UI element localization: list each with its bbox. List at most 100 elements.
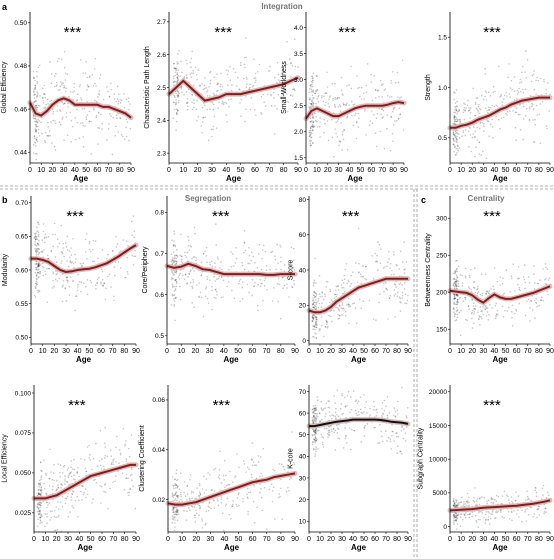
scatter-point <box>342 282 345 284</box>
scatter-point <box>44 96 47 99</box>
scatter-point <box>346 442 348 444</box>
scatter-point <box>456 259 458 262</box>
scatter-point <box>529 108 531 110</box>
section-title-integration: Integration <box>261 2 302 11</box>
scatter-point <box>123 489 126 491</box>
scatter-point <box>316 88 318 91</box>
scatter-point <box>280 72 283 75</box>
scatter-point <box>310 140 313 142</box>
scatter-point <box>340 122 343 124</box>
scatter-point <box>477 526 480 528</box>
scatter-point <box>113 295 115 298</box>
scatter-point <box>287 101 290 103</box>
scatter-point <box>525 50 527 52</box>
scatter-point <box>453 516 456 518</box>
scatter-point <box>201 131 203 134</box>
scatter-point <box>332 414 335 417</box>
scatter-point <box>486 290 488 292</box>
scatter-point <box>253 522 256 524</box>
y-tick-label: 0.100 <box>15 390 32 397</box>
scatter-point <box>70 120 73 122</box>
scatter-point <box>174 519 176 521</box>
scatter-point <box>77 273 79 276</box>
scatter-point <box>174 96 176 99</box>
scatter-point <box>175 254 178 257</box>
scatter-point <box>232 265 235 267</box>
scatter-point <box>104 442 106 445</box>
scatter-point <box>378 107 381 110</box>
significance-stars: *** <box>483 24 501 41</box>
scatter-point <box>44 93 46 96</box>
scatter-point <box>35 235 38 238</box>
scatter-point <box>63 139 65 141</box>
scatter-point <box>209 95 211 97</box>
scatter-point <box>478 103 480 106</box>
scatter-point <box>112 116 114 119</box>
scatter-point <box>467 305 470 308</box>
scatter-point <box>197 494 200 497</box>
scatter-point <box>515 139 517 141</box>
scatter-point <box>251 464 254 467</box>
scatter-point <box>469 127 472 129</box>
scatter-point <box>459 121 462 123</box>
scatter-point <box>312 124 315 127</box>
scatter-point <box>237 493 240 496</box>
scatter-point <box>354 112 357 115</box>
scatter-point <box>97 465 99 467</box>
scatter-point <box>516 93 519 95</box>
scatter-point <box>473 287 476 289</box>
scatter-point <box>173 94 175 96</box>
scatter-point <box>131 254 134 257</box>
scatter-point <box>334 106 337 108</box>
x-axis-label: Age <box>77 543 93 552</box>
scatter-point <box>312 79 314 82</box>
scatter-point <box>62 465 65 468</box>
scatter-point <box>39 461 42 463</box>
scatter-point <box>42 102 45 104</box>
scatter-point <box>315 408 317 411</box>
scatter-point <box>311 142 314 144</box>
scatter-point <box>315 415 318 417</box>
scatter-point <box>36 263 38 265</box>
scatter-point <box>312 299 315 301</box>
scatter-point <box>255 79 257 81</box>
scatter-point <box>507 76 510 79</box>
scatter-point <box>35 120 38 123</box>
scatter-point <box>188 273 191 275</box>
scatter-point <box>456 294 458 296</box>
scatter-point <box>56 501 59 503</box>
scatter-point <box>177 478 179 481</box>
scatter-point <box>180 498 182 501</box>
scatter-point <box>78 86 81 88</box>
scatter-point <box>61 118 63 120</box>
scatter-point <box>533 70 535 72</box>
scatter-point <box>174 279 176 282</box>
scatter-point <box>99 74 102 76</box>
scatter-point <box>261 475 264 477</box>
scatter-point <box>508 502 511 504</box>
scatter-point <box>176 76 179 78</box>
scatter-point <box>347 390 350 393</box>
y-tick-label: 15000 <box>429 423 447 430</box>
scatter-point <box>457 265 460 268</box>
scatter-point <box>316 75 318 77</box>
scatter-point <box>499 96 501 98</box>
scatter-point <box>78 475 80 478</box>
scatter-point <box>63 66 66 69</box>
scatter-point <box>455 514 458 516</box>
scatter-point <box>186 484 189 487</box>
scatter-point <box>61 472 64 474</box>
scatter-point <box>37 132 40 134</box>
scatter-point <box>37 254 40 256</box>
x-tick-label: 10 <box>316 536 324 543</box>
scatter-point <box>56 489 58 491</box>
scatter-point <box>35 124 37 126</box>
scatter-point <box>455 268 458 271</box>
scatter-point <box>225 114 228 116</box>
scatter-point <box>466 502 469 504</box>
scatter-point <box>183 510 185 512</box>
scatter-point <box>474 504 477 507</box>
scatter-point <box>531 309 534 311</box>
scatter-point <box>293 279 295 282</box>
scatter-point <box>479 306 482 308</box>
